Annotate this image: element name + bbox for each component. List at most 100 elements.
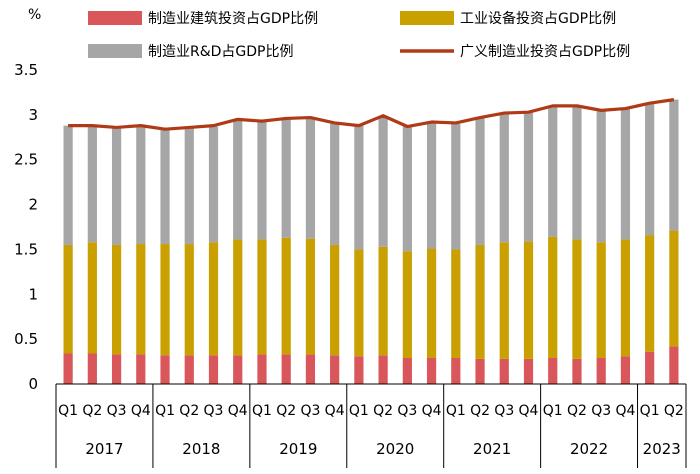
bar-segment-series-1 [669,231,678,347]
x-tick-label-quarter: Q3 [591,403,611,419]
bar-segment-series-1 [621,240,630,357]
bar-segment-series-0 [112,354,121,384]
bar-segment-series-1 [403,251,412,358]
bar-segment-series-2 [64,126,73,245]
y-tick-label: 3.5 [14,61,38,79]
bar-segment-series-0 [669,346,678,384]
bar-segment-series-1 [475,245,484,359]
bar-segment-series-1 [257,240,266,355]
x-tick-label-year: 2018 [182,440,220,458]
bar-segment-series-1 [160,244,169,355]
x-tick-label-quarter: Q4 [131,403,151,419]
x-tick-label-quarter: Q1 [640,403,660,419]
bar-segment-series-2 [88,127,97,243]
bar-segment-series-0 [88,353,97,384]
x-tick-label-quarter: Q3 [494,403,514,419]
bar-segment-series-2 [306,118,315,238]
x-tick-label-year: 2019 [279,440,317,458]
legend-swatch [88,11,142,25]
y-tick-label: 2 [28,196,38,214]
bar-segment-series-2 [572,107,581,240]
bar-segment-series-1 [354,249,363,356]
bar-segment-series-2 [597,111,606,242]
x-tick-label-quarter: Q4 [228,403,248,419]
x-tick-label-quarter: Q4 [325,403,345,419]
bar-segment-series-2 [451,124,460,250]
legend-label: 广义制造业投资占GDP比例 [460,44,630,60]
bar-segment-series-2 [136,127,145,245]
bar-segment-series-2 [233,119,242,239]
y-axis-ticks: 0 0.5 1 1.5 2 2.5 3 3.5 [14,61,38,393]
bar-segment-series-0 [379,355,388,384]
bar-segment-series-0 [306,354,315,384]
x-tick-label-quarter: Q1 [155,403,175,419]
y-tick-label: 1.5 [14,240,38,258]
bar-segment-series-0 [330,355,339,384]
bar-segment-series-2 [160,130,169,244]
bar-segment-series-2 [257,122,266,240]
bar-segment-series-0 [597,358,606,384]
bar-segment-series-0 [160,355,169,384]
bar-segment-series-0 [548,358,557,384]
bar-segment-series-0 [403,358,412,384]
legend: 制造业建筑投资占GDP比例工业设备投资占GDP比例制造业R&D占GDP比例广义制… [88,10,630,60]
x-tick-label-year: 2017 [85,440,123,458]
legend-swatch [400,11,454,25]
x-tick-label-quarter: Q2 [567,403,587,419]
y-tick-label: 2.5 [14,151,38,169]
x-tick-label-quarter: Q2 [82,403,102,419]
bar-segment-series-1 [451,249,460,358]
bar-segment-series-0 [136,354,145,384]
bar-segment-series-2 [185,128,194,244]
bar-segment-series-0 [185,355,194,384]
legend-swatch [88,44,142,58]
bar-segment-series-0 [524,359,533,384]
bar-segment-series-0 [209,355,218,384]
x-tick-label-year: 2021 [473,440,511,458]
x-tick-label-quarter: Q3 [107,403,127,419]
bar-segment-series-2 [330,124,339,245]
bar-segment-series-1 [597,242,606,358]
legend-label: 工业设备投资占GDP比例 [460,10,616,27]
bar-segment-series-2 [500,113,509,242]
bar-segment-series-0 [621,356,630,384]
bar-segment-series-1 [524,241,533,359]
x-tick-label-quarter: Q4 [615,403,635,419]
bar-segment-series-1 [112,245,121,354]
x-tick-label-quarter: Q4 [519,403,539,419]
bar-segment-series-0 [500,359,509,384]
bar-segment-series-2 [354,126,363,250]
bar-segment-series-1 [500,242,509,359]
bar-segment-series-1 [379,247,388,356]
bar-segment-series-0 [233,355,242,384]
bar-segment-series-2 [427,123,436,249]
bar-segment-series-0 [64,353,73,384]
x-tick-label-quarter: Q3 [300,403,320,419]
bar-segment-series-0 [645,352,654,384]
y-axis-unit-label: % [28,7,41,23]
x-tick-label-quarter: Q3 [204,403,224,419]
bar-segment-series-2 [669,100,678,231]
y-tick-label: 1 [28,285,38,303]
bar-segment-series-0 [451,358,460,384]
legend-label: 制造业R&D占GDP比例 [148,44,294,60]
bar-segment-series-1 [306,239,315,355]
bar-segment-series-1 [64,245,73,354]
bar-segment-series-1 [427,249,436,358]
bar-segment-series-1 [209,242,218,355]
bar-segment-series-2 [548,106,557,237]
y-tick-label: 0 [28,375,38,393]
bar-segment-series-2 [524,113,533,241]
x-tick-label-year: 2022 [570,440,608,458]
x-tick-label-quarter: Q4 [422,403,442,419]
bar-segment-series-1 [330,245,339,355]
bar-segment-series-0 [257,354,266,384]
bar-segment-series-1 [88,242,97,353]
bar-segment-series-1 [282,238,291,355]
bar-segment-series-2 [475,118,484,245]
y-tick-label: 0.5 [14,330,38,348]
y-tick-label: 3 [28,106,38,124]
bar-segment-series-2 [379,116,388,247]
